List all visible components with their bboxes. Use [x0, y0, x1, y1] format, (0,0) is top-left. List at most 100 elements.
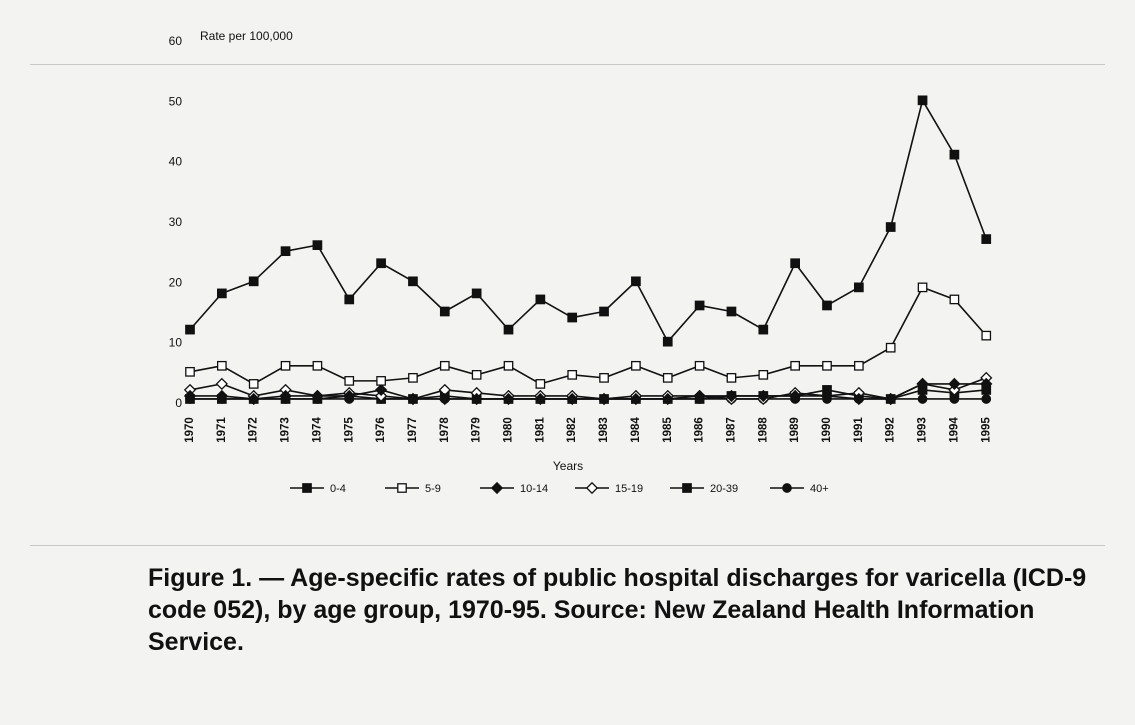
- data-point-10-14: [215, 389, 228, 403]
- data-point-0-4: [185, 324, 195, 335]
- x-tick-label: 1977: [407, 417, 419, 443]
- data-point-10-14: [343, 389, 356, 403]
- x-tick-label: 1995: [980, 417, 992, 443]
- data-point-0-4: [662, 336, 673, 347]
- y-tick-label: 40: [169, 155, 183, 169]
- legend-item-0-4: 0-4: [290, 483, 346, 495]
- data-point-0-4: [376, 258, 386, 269]
- data-point-10-14: [693, 389, 706, 403]
- data-point-5-9: [854, 360, 864, 371]
- data-point-0-4: [631, 276, 641, 287]
- legend-item-20-39: 20-39: [670, 483, 738, 495]
- data-point-10-14: [948, 377, 961, 391]
- legend-marker: [302, 483, 312, 493]
- data-point-5-9: [917, 282, 928, 293]
- figure-caption: Figure 1. — Age-specific rates of public…: [148, 564, 1087, 656]
- data-point-0-4: [216, 288, 227, 299]
- x-tick-label: 1987: [725, 417, 737, 443]
- data-point-5-9: [312, 360, 323, 371]
- x-tick-label: 1974: [311, 417, 323, 443]
- x-tick-label: 1975: [343, 417, 355, 443]
- data-point-0-4: [408, 276, 418, 287]
- data-point-10-14: [725, 389, 738, 403]
- x-tick-label: 1991: [853, 417, 865, 443]
- data-point-0-4: [885, 222, 896, 232]
- data-point-10-14: [279, 389, 292, 403]
- ghost-rule-bottom: [30, 545, 1105, 546]
- data-point-10-14: [470, 392, 483, 406]
- legend-item-40+: 40+: [770, 483, 829, 495]
- data-point-0-4: [599, 306, 609, 317]
- legend-marker: [585, 481, 599, 495]
- plot-area: 0 10 20 30 40 50 60 1970 1971 1972 1973 1974 1975 197…: [169, 34, 993, 443]
- data-point-0-4: [503, 324, 514, 335]
- x-tick-label: 1994: [948, 417, 960, 443]
- data-point-0-4: [790, 258, 801, 269]
- y-axis-title: Rate per 100,000: [200, 29, 293, 43]
- legend-marker: [490, 481, 504, 495]
- series-line-0-4: [189, 99, 987, 343]
- y-tick-label: 20: [169, 275, 183, 289]
- data-point-5-9: [631, 360, 641, 371]
- legend-label: 0-4: [330, 483, 346, 495]
- legend-item-15-19: 15-19: [575, 481, 643, 495]
- legend-label: 10-14: [520, 483, 548, 495]
- legend-item-5-9: 5-9: [385, 483, 441, 495]
- x-tick-label: 1983: [598, 417, 610, 443]
- legend-marker: [782, 483, 792, 493]
- data-point-5-9: [376, 376, 386, 386]
- legend-label: 40+: [810, 483, 829, 495]
- data-point-10-14: [916, 377, 929, 391]
- data-point-5-9: [344, 376, 355, 386]
- data-point-5-9: [822, 360, 832, 371]
- data-point-10-14: [406, 392, 420, 406]
- data-point-10-14: [311, 389, 324, 403]
- x-tick-label: 1985: [662, 417, 674, 443]
- x-tick-label: 1982: [566, 417, 578, 443]
- x-tick-label: 1970: [184, 417, 196, 443]
- data-point-0-4: [854, 282, 864, 293]
- data-point-10-14: [852, 392, 865, 406]
- data-point-15-19: [215, 377, 228, 391]
- x-tick-label: 1990: [821, 417, 833, 443]
- data-point-5-9: [694, 360, 705, 371]
- data-point-0-4: [694, 300, 705, 311]
- data-point-0-4: [280, 246, 291, 257]
- data-point-10-14: [629, 392, 643, 406]
- data-point-10-14: [980, 377, 993, 391]
- y-tick-label: 0: [175, 396, 182, 410]
- data-point-10-14: [247, 392, 260, 406]
- data-point-10-14: [566, 392, 579, 406]
- y-tick-label: 10: [169, 336, 183, 350]
- data-point-5-9: [599, 373, 609, 383]
- legend: 0-4 5-9 10-14 15-19 20-39 40+: [290, 481, 829, 495]
- data-point-10-14: [502, 392, 515, 406]
- data-point-5-9: [726, 373, 737, 383]
- data-point-0-4: [726, 306, 737, 317]
- x-tick-label: 1981: [534, 417, 546, 443]
- x-tick-label: 1984: [630, 417, 642, 443]
- data-point-0-4: [981, 234, 992, 244]
- data-point-0-4: [344, 294, 355, 305]
- data-point-10-14: [884, 392, 897, 406]
- y-tick-label: 60: [169, 34, 183, 48]
- legend-label: 15-19: [615, 483, 643, 495]
- data-point-10-14: [597, 392, 611, 406]
- legend-item-10-14: 10-14: [480, 481, 548, 495]
- data-point-0-4: [822, 300, 832, 311]
- data-point-0-4: [917, 95, 928, 106]
- data-point-40+: [981, 394, 992, 404]
- data-point-10-14: [438, 392, 451, 406]
- x-tick-label: 1993: [917, 417, 929, 443]
- data-point-0-4: [439, 306, 450, 317]
- x-tick-label: 1973: [280, 417, 292, 443]
- data-point-5-9: [758, 369, 769, 380]
- data-point-10-14: [183, 389, 197, 403]
- data-point-0-4: [535, 294, 546, 305]
- data-point-5-9: [662, 373, 673, 383]
- data-point-5-9: [949, 294, 960, 305]
- data-point-10-14: [820, 389, 834, 403]
- x-tick-label: 1976: [375, 417, 387, 443]
- data-point-0-4: [471, 288, 482, 299]
- data-point-0-4: [312, 240, 323, 250]
